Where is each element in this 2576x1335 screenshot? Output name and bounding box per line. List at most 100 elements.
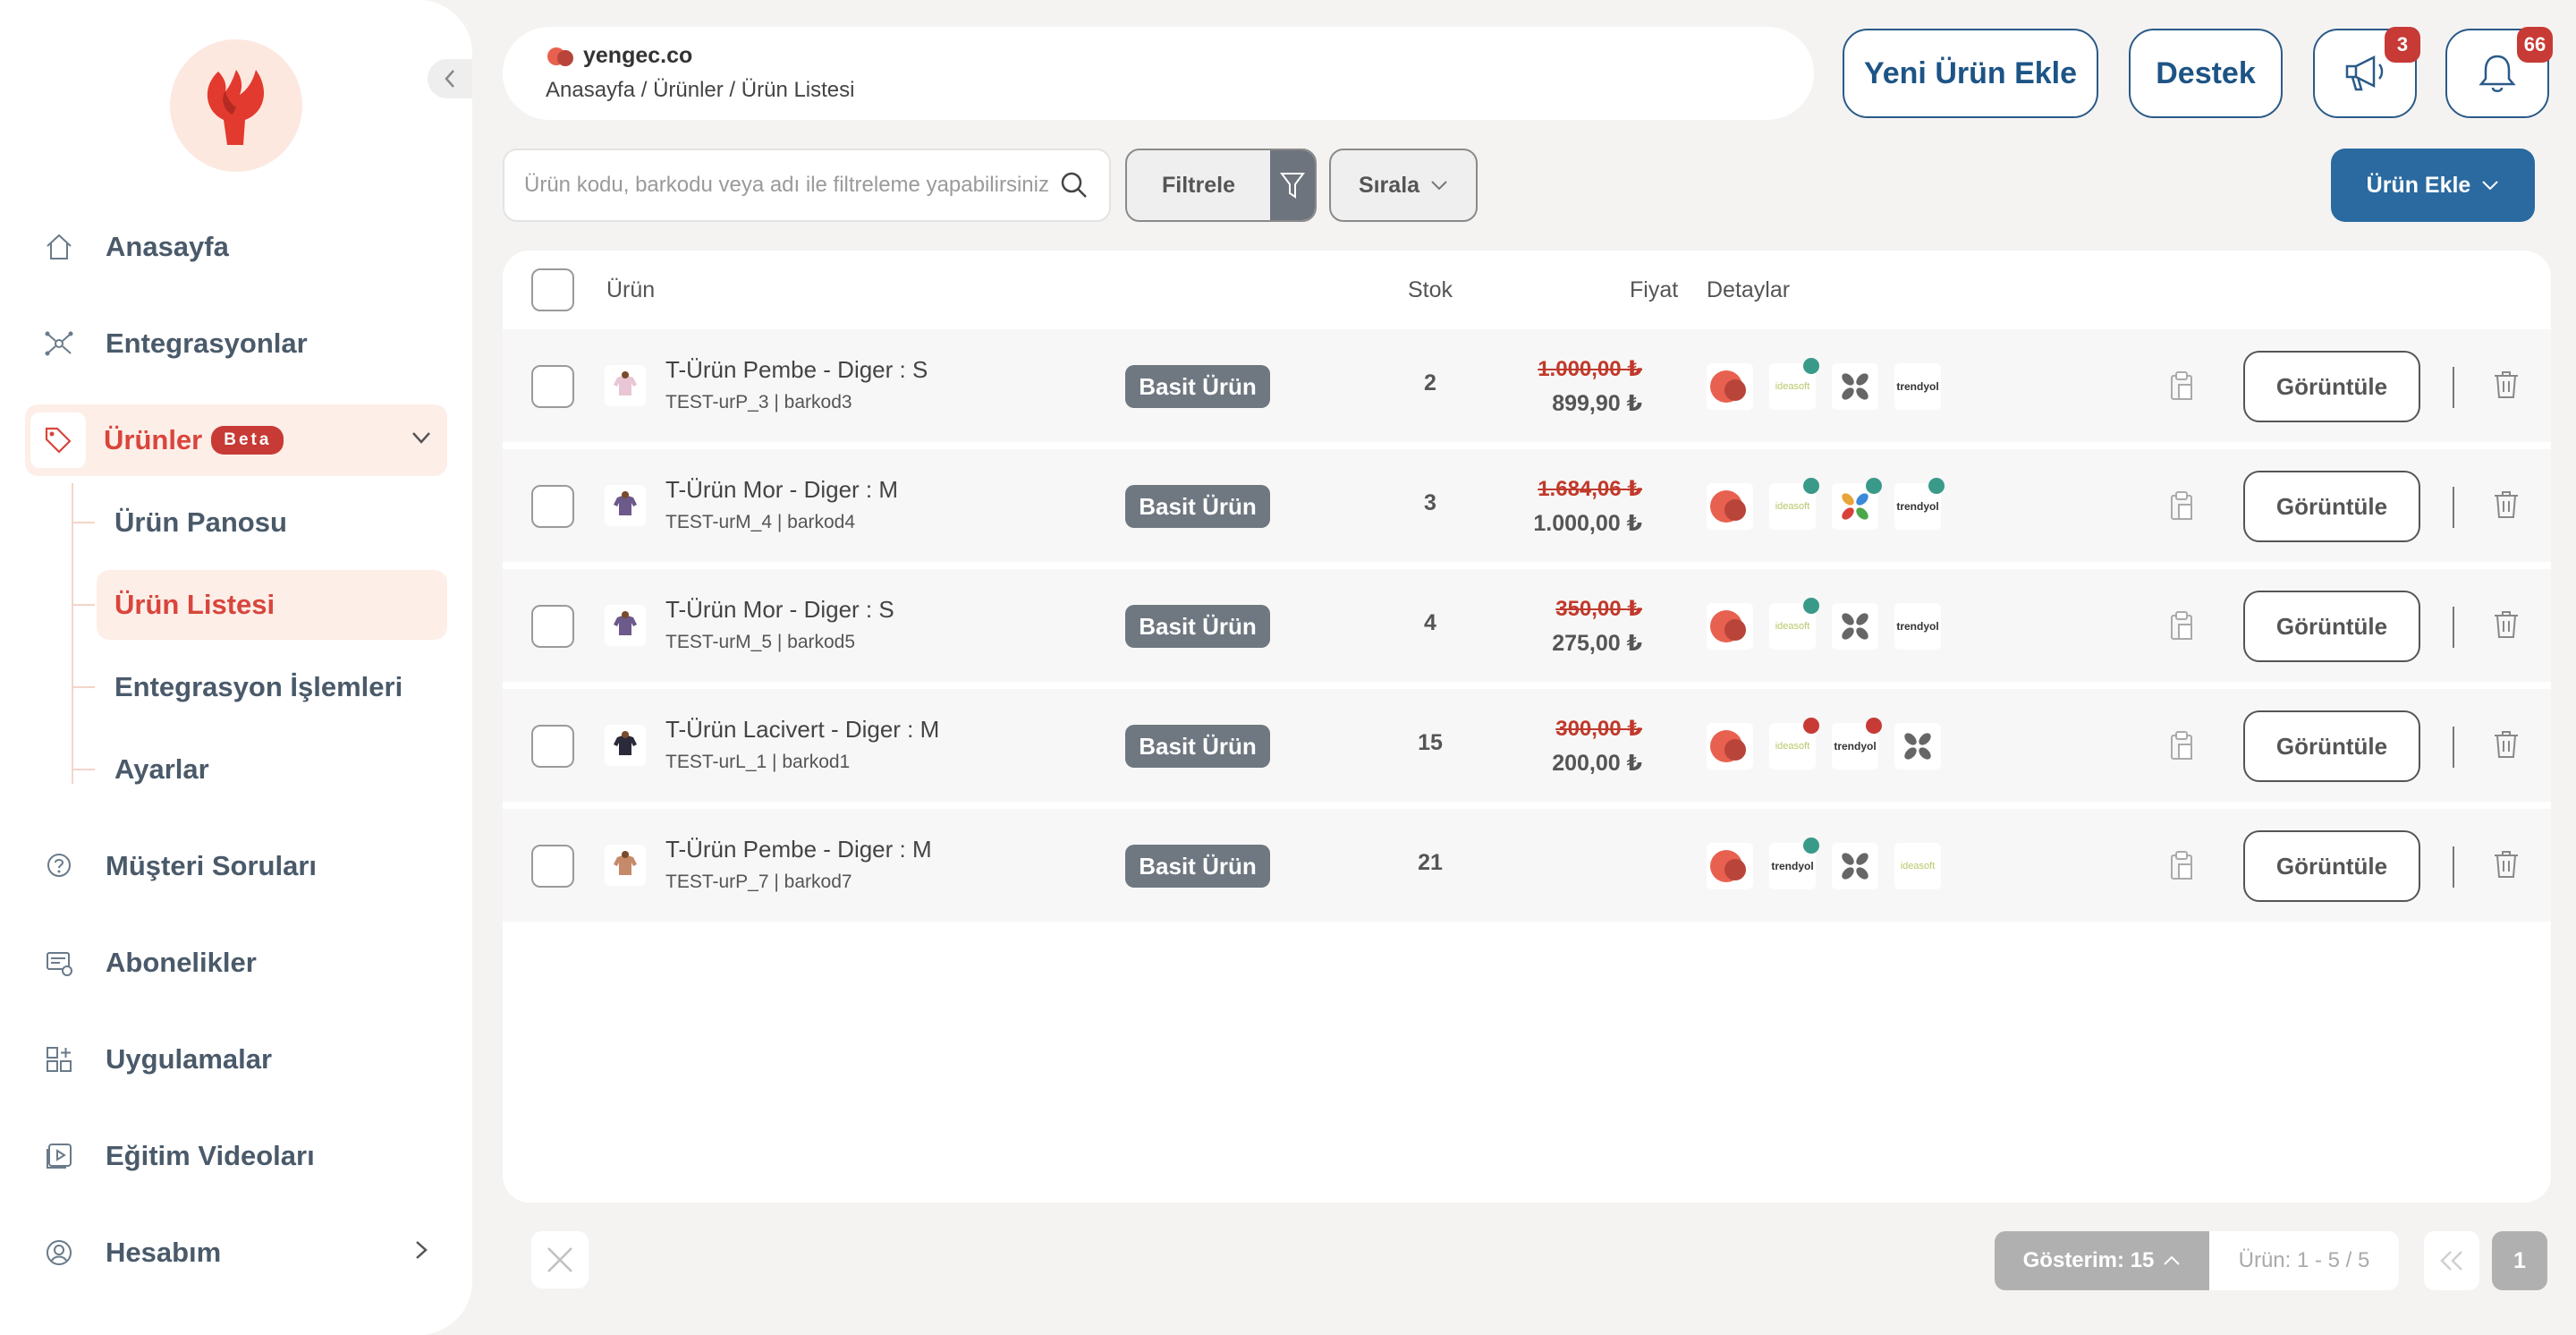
video-icon — [41, 1138, 77, 1174]
product-table: Ürün Stok Fiyat Detaylar T-Ürün Pembe - … — [503, 251, 2551, 1203]
double-chevron-left-icon — [2440, 1251, 2462, 1271]
product-name[interactable]: T-Ürün Pembe - Diger : M — [665, 836, 932, 863]
product-stock: 21 — [1418, 850, 1443, 875]
marketplace-cross-icon[interactable] — [1832, 363, 1878, 410]
copy-icon[interactable] — [2166, 490, 2197, 527]
nav-item-egitim-videolari[interactable]: Eğitim Videoları — [25, 1120, 447, 1192]
product-name[interactable]: T-Ürün Pembe - Diger : S — [665, 356, 928, 383]
marketplace-yengec-icon[interactable] — [1707, 843, 1753, 889]
chevron-right-icon — [408, 1237, 435, 1271]
marketplace-yengec-icon[interactable] — [1707, 603, 1753, 650]
trendyol-logo-text: trendyol — [1896, 620, 1939, 633]
marketplace-yengec-icon[interactable] — [1707, 483, 1753, 530]
marketplace-ideasoft-icon[interactable]: ideasoft — [1769, 718, 1819, 770]
nav-item-hesabim[interactable]: Hesabım — [25, 1217, 447, 1288]
copy-icon[interactable] — [2166, 730, 2197, 767]
trash-icon[interactable] — [2492, 728, 2521, 765]
nav-item-entegrasyonlar[interactable]: Entegrasyonlar — [25, 308, 447, 379]
page-size-select[interactable]: Gösterim: 15 — [1995, 1231, 2209, 1290]
product-thumbnail — [605, 485, 646, 526]
column-price: Fiyat — [1630, 277, 1679, 302]
breadcrumb[interactable]: Anasayfa / Ürünler / Ürün Listesi — [546, 78, 855, 102]
support-button[interactable]: Destek — [2129, 29, 2283, 118]
first-page-button[interactable] — [2424, 1231, 2479, 1290]
product-type-badge: Basit Ürün — [1125, 605, 1270, 648]
new-product-button[interactable]: Yeni Ürün Ekle — [1843, 29, 2098, 118]
brand[interactable]: yengec.co — [546, 43, 1771, 69]
marketplace-ideasoft-icon[interactable]: ideasoft — [1894, 843, 1941, 889]
nav-item-musteri-sorulari[interactable]: Müşteri Soruları — [25, 830, 447, 902]
sort-button[interactable]: Sırala — [1329, 149, 1478, 222]
collapse-sidebar-button[interactable] — [428, 59, 472, 98]
filter-label: Filtrele — [1162, 172, 1235, 198]
trash-icon[interactable] — [2492, 848, 2521, 885]
row-checkbox[interactable] — [531, 365, 574, 408]
nav-item-urunler[interactable]: Ürünler Beta — [25, 404, 447, 476]
filter-button[interactable]: Filtrele — [1125, 149, 1317, 222]
yengec-logo-icon — [207, 70, 265, 145]
row-checkbox[interactable] — [531, 605, 574, 648]
page-number-button[interactable]: 1 — [2492, 1231, 2547, 1290]
product-price: 899,90 ₺ — [1552, 391, 1642, 416]
trendyol-logo-text: trendyol — [1834, 740, 1877, 753]
nav-item-abonelikler[interactable]: Abonelikler — [25, 927, 447, 999]
view-button[interactable]: Görüntüle — [2243, 351, 2420, 422]
subnav-item-ayarlar[interactable]: Ayarlar — [73, 735, 447, 804]
nav-label: Uygulamalar — [106, 1043, 273, 1075]
product-name[interactable]: T-Ürün Mor - Diger : S — [665, 596, 894, 623]
trash-icon[interactable] — [2492, 369, 2521, 405]
nav-item-uygulamalar[interactable]: Uygulamalar — [25, 1024, 447, 1095]
marketplace-trendyol-icon[interactable]: trendyol — [1832, 718, 1882, 770]
marketplace-colorcross-icon[interactable] — [1832, 478, 1882, 530]
clear-selection-button[interactable] — [531, 1231, 589, 1288]
row-checkbox[interactable] — [531, 725, 574, 768]
nav-item-anasayfa[interactable]: Anasayfa — [25, 211, 447, 283]
copy-icon[interactable] — [2166, 370, 2197, 407]
view-button[interactable]: Görüntüle — [2243, 710, 2420, 782]
search-icon[interactable] — [1059, 170, 1089, 200]
add-product-button[interactable]: Ürün Ekle — [2331, 149, 2535, 222]
copy-icon[interactable] — [2166, 610, 2197, 647]
marketplace-ideasoft-icon[interactable]: ideasoft — [1769, 478, 1819, 530]
copy-icon[interactable] — [2166, 850, 2197, 887]
marketplace-yengec-icon[interactable] — [1707, 363, 1753, 410]
product-name[interactable]: T-Ürün Mor - Diger : M — [665, 476, 899, 503]
view-button[interactable]: Görüntüle — [2243, 591, 2420, 662]
subnav-item-urun-panosu[interactable]: Ürün Panosu — [73, 488, 447, 557]
announcements-button[interactable]: 3 — [2313, 27, 2420, 118]
yengec-logo[interactable] — [170, 39, 302, 172]
close-icon — [547, 1247, 572, 1272]
nav-label: Müşteri Soruları — [106, 850, 317, 881]
sort-label: Sırala — [1358, 172, 1420, 198]
marketplace-cross-icon[interactable] — [1832, 843, 1878, 889]
marketplace-trendyol-icon[interactable]: trendyol — [1894, 603, 1941, 650]
view-button[interactable]: Görüntüle — [2243, 471, 2420, 542]
marketplace-cross-icon[interactable] — [1832, 603, 1878, 650]
marketplace-trendyol-icon[interactable]: trendyol — [1894, 363, 1941, 410]
row-checkbox[interactable] — [531, 485, 574, 528]
announcements-badge: 3 — [2385, 27, 2420, 63]
trash-icon[interactable] — [2492, 489, 2521, 525]
view-button[interactable]: Görüntüle — [2243, 830, 2420, 902]
notifications-button[interactable]: 66 — [2445, 27, 2553, 118]
marketplace-ideasoft-icon[interactable]: ideasoft — [1769, 358, 1819, 410]
subnav-item-entegrasyon-islemleri[interactable]: Entegrasyon İşlemleri — [73, 652, 447, 722]
megaphone-icon — [2345, 55, 2384, 91]
product-name[interactable]: T-Ürün Lacivert - Diger : M — [665, 716, 940, 743]
marketplace-trendyol-icon[interactable]: trendyol — [1894, 478, 1945, 530]
row-checkbox[interactable] — [531, 845, 574, 888]
select-all-checkbox[interactable] — [531, 268, 574, 311]
marketplace-trendyol-icon[interactable]: trendyol — [1769, 838, 1819, 889]
search-box[interactable] — [503, 149, 1111, 222]
marketplace-cross-icon[interactable] — [1894, 723, 1941, 770]
subnav-label: Ürün Panosu — [114, 506, 287, 538]
product-price: 200,00 ₺ — [1552, 751, 1642, 776]
search-input[interactable] — [524, 173, 1059, 198]
product-type-badge: Basit Ürün — [1125, 725, 1270, 768]
trash-icon[interactable] — [2492, 608, 2521, 645]
marketplace-yengec-icon[interactable] — [1707, 723, 1753, 770]
marketplace-ideasoft-icon[interactable]: ideasoft — [1769, 598, 1819, 650]
subnav-item-urun-listesi[interactable]: Ürün Listesi — [73, 570, 447, 640]
product-stock: 4 — [1424, 610, 1436, 635]
sync-status-dot — [1803, 718, 1819, 734]
